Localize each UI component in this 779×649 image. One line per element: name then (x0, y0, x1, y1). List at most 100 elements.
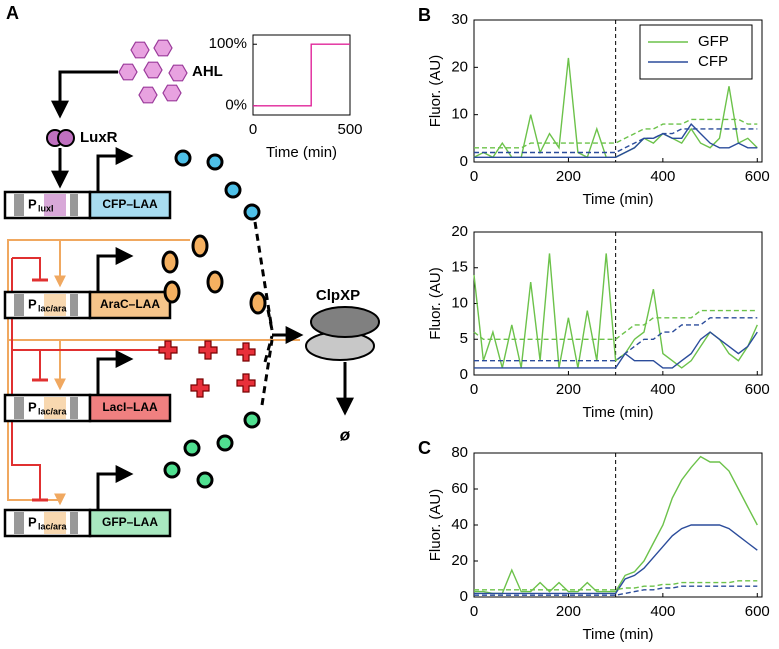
plot-frame (473, 231, 763, 376)
legend-label: CFP (698, 53, 728, 70)
gene-label: GFP–LAA (102, 515, 158, 529)
y-tick-label: 20 (451, 58, 468, 75)
y-tick-label: 40 (451, 516, 468, 533)
legend-label: GFP (698, 33, 729, 50)
promoter-stripe (44, 194, 66, 216)
x-tick-label: 200 (556, 603, 581, 620)
series-line (474, 122, 758, 158)
legend-box (639, 24, 753, 80)
series-line (474, 455, 758, 595)
plot-frame (252, 34, 351, 116)
promoter-label: P (28, 296, 37, 311)
x-tick-label: 400 (650, 168, 675, 185)
promoter-label: P (28, 399, 37, 414)
y-axis-label: Fluor. (AU) (427, 267, 444, 340)
y-axis-label: Fluor. (AU) (427, 489, 444, 562)
gene-box (88, 290, 172, 320)
promoter-stripe (14, 294, 24, 316)
series-line (474, 580, 758, 591)
gene-box (88, 508, 172, 538)
panel-label: A (6, 3, 19, 23)
x-tick-label: 500 (337, 121, 362, 138)
y-tick-label: 30 (451, 11, 468, 28)
series-line (474, 524, 758, 595)
x-axis-label: Time (min) (582, 191, 653, 208)
series-line (474, 317, 758, 362)
series-line (253, 43, 350, 107)
gene-label: AraC–LAA (100, 297, 160, 311)
x-tick-label: 400 (650, 381, 675, 398)
y-axis-label: Fluor. (AU) (427, 55, 444, 128)
degraded-label: ø (340, 425, 351, 444)
y-tick-label: 0 (460, 153, 468, 170)
plot-frame (473, 19, 763, 163)
promoter-subscript: luxI (38, 203, 54, 213)
promoter-stripe (44, 512, 66, 534)
promoter-arrow (96, 147, 134, 192)
clpxp (305, 306, 380, 361)
promoter-stripe (14, 512, 24, 534)
x-tick-label: 200 (556, 381, 581, 398)
series-line (474, 585, 758, 596)
promoter-stripe (14, 397, 24, 419)
ahl-label: AHL (192, 63, 223, 80)
series-line (473, 309, 758, 340)
panel-label: B (418, 5, 431, 25)
promoter-arrow (96, 247, 134, 292)
chart: 0 200 400 600 0 10 20 30 Time (min) Fluor. (AU) B G… (418, 5, 770, 208)
x-axis-label: Time (min) (266, 144, 337, 161)
ahl-molecules (118, 39, 188, 104)
y-tick-label: 10 (451, 106, 468, 123)
clpxp-label: ClpXP (316, 287, 360, 304)
promoter-stripe (44, 397, 66, 419)
arrow (51, 70, 118, 119)
y-tick-label: 0 (460, 588, 468, 605)
flux-line (253, 221, 274, 406)
promoter-subscript: lac/ara (38, 406, 68, 416)
y-tick-label: 15 (451, 259, 468, 276)
x-tick-label: 0 (249, 121, 257, 138)
x-tick-label: 600 (745, 603, 770, 620)
laci-proteins (158, 340, 256, 398)
gfp-proteins (163, 411, 261, 489)
x-tick-label: 600 (745, 381, 770, 398)
promoter-stripe (70, 294, 78, 316)
promoter-stripe (44, 294, 66, 316)
promoter-stripe (70, 512, 78, 534)
x-tick-label: 200 (556, 168, 581, 185)
y-tick-label: 20 (451, 223, 468, 240)
promoter-stripe (14, 194, 24, 216)
series-line (474, 128, 758, 154)
cfp-proteins (174, 149, 261, 221)
luxr-dimer (46, 129, 75, 147)
x-tick-label: 0 (470, 381, 478, 398)
y-tick-label: 80 (451, 444, 468, 461)
gene-label: LacI–LAA (102, 400, 158, 414)
panel-label: C (418, 438, 431, 458)
y-tick-label: 5 (460, 330, 468, 347)
promoter-label: P (28, 514, 37, 529)
promoter-stripe (70, 194, 78, 216)
wire (11, 349, 160, 500)
promoter-arrow (96, 465, 134, 510)
chart: 0 200 400 600 0 5 10 15 20 Time (min) Fluor. (AU) (427, 223, 770, 421)
luxr-label: LuxR (80, 129, 118, 146)
gene-label: CFP–LAA (102, 197, 158, 211)
y-tick-label: 0% (225, 97, 247, 114)
promoter-label: P (28, 196, 37, 211)
x-axis-label: Time (min) (582, 404, 653, 421)
gene-box (88, 190, 172, 220)
gene-box (88, 393, 172, 423)
series-line (474, 331, 758, 369)
x-tick-label: 400 (650, 603, 675, 620)
x-axis-label: Time (min) (582, 626, 653, 643)
chart: 0 200 400 600 0 20 40 60 80 Time (min) Fluor. (AU)… (418, 438, 770, 643)
x-tick-label: 0 (470, 168, 478, 185)
x-tick-label: 600 (745, 168, 770, 185)
promoter-arrow (96, 350, 134, 395)
chart: 0 500 0% 100% Time (min) (209, 34, 363, 161)
y-tick-label: 20 (451, 552, 468, 569)
arac-proteins (161, 234, 267, 315)
